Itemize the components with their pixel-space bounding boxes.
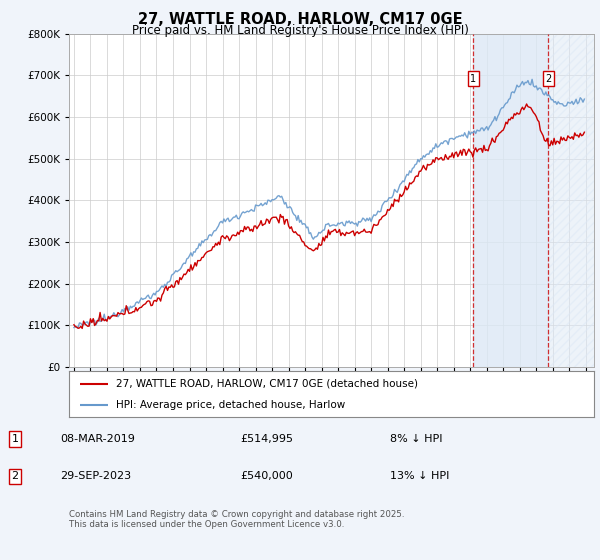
Text: 27, WATTLE ROAD, HARLOW, CM17 0GE (detached house): 27, WATTLE ROAD, HARLOW, CM17 0GE (detac… [116,379,418,389]
Text: 8% ↓ HPI: 8% ↓ HPI [390,434,443,444]
Text: 1: 1 [470,73,476,83]
Text: £514,995: £514,995 [240,434,293,444]
Text: Price paid vs. HM Land Registry's House Price Index (HPI): Price paid vs. HM Land Registry's House … [131,24,469,36]
Text: HPI: Average price, detached house, Harlow: HPI: Average price, detached house, Harl… [116,400,346,410]
Text: 2: 2 [11,472,19,482]
Text: 2: 2 [545,73,551,83]
Bar [473,34,548,367]
Text: 13% ↓ HPI: 13% ↓ HPI [390,472,449,482]
Bar [548,34,594,367]
Text: Contains HM Land Registry data © Crown copyright and database right 2025.
This d: Contains HM Land Registry data © Crown c… [69,510,404,529]
Text: 08-MAR-2019: 08-MAR-2019 [60,434,135,444]
Text: 27, WATTLE ROAD, HARLOW, CM17 0GE: 27, WATTLE ROAD, HARLOW, CM17 0GE [137,12,463,27]
Text: 1: 1 [11,434,19,444]
Text: £540,000: £540,000 [240,472,293,482]
Text: 29-SEP-2023: 29-SEP-2023 [60,472,131,482]
